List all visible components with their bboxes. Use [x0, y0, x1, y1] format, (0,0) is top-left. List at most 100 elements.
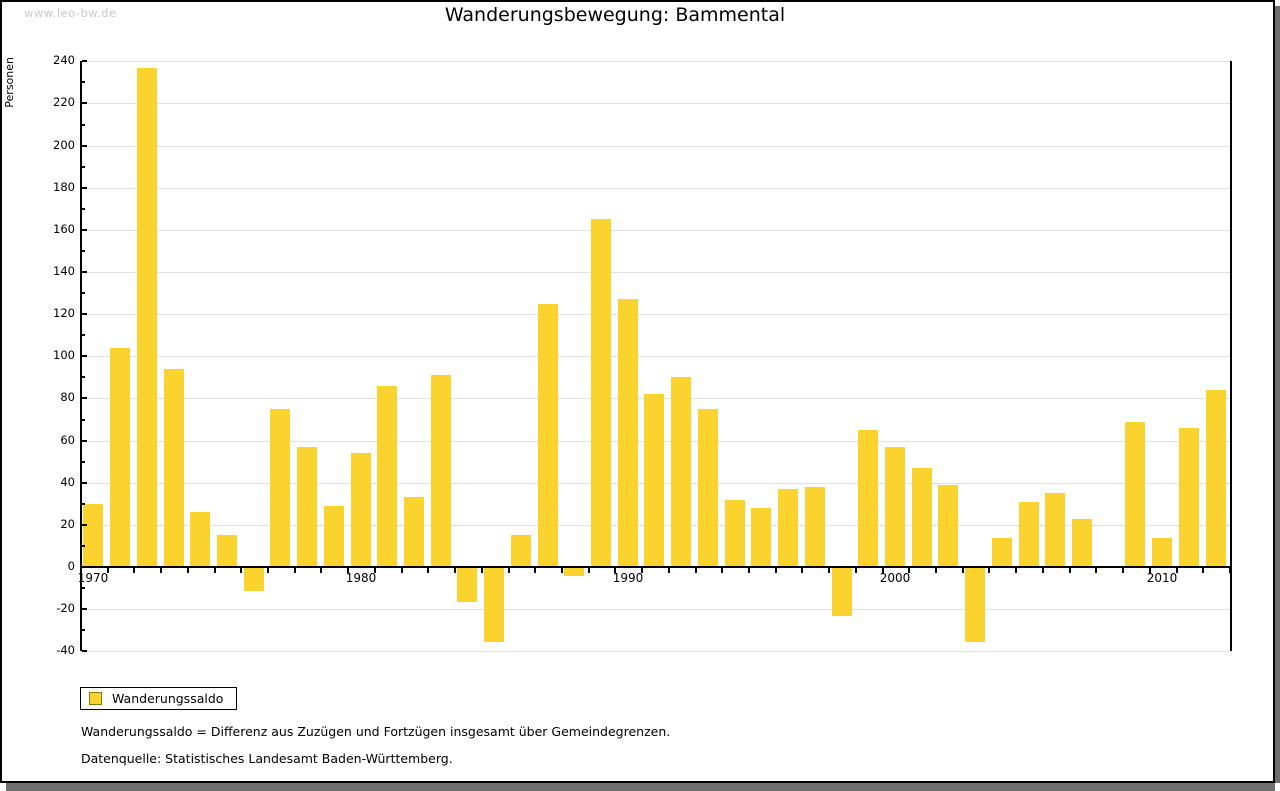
- bar-1995: [751, 508, 771, 567]
- x-tick-10: [347, 568, 349, 573]
- bar-2006: [1045, 493, 1065, 567]
- y-tick-label-180: 180: [53, 180, 75, 194]
- footnote-definition: Wanderungssaldo = Differenz aus Zuzügen …: [81, 724, 671, 739]
- y-tick-110: [82, 334, 85, 336]
- x-tick-41: [1176, 568, 1178, 573]
- gridline-y-160: [82, 230, 1230, 231]
- y-tick-170: [82, 208, 85, 210]
- bar-1977: [270, 409, 290, 567]
- bar-2007: [1072, 519, 1092, 567]
- bar-1975: [217, 535, 237, 567]
- x-tick-25: [748, 568, 750, 573]
- bar-2009: [1125, 422, 1145, 567]
- x-tick-label-1970: 1970: [77, 571, 109, 585]
- x-tick-1: [107, 568, 109, 573]
- gridline-y-180: [82, 188, 1230, 189]
- bar-1998: [832, 568, 852, 616]
- x-tick-4: [187, 568, 189, 573]
- bar-1973: [164, 369, 184, 567]
- y-axis-line: [80, 61, 82, 651]
- y-tick-label-80: 80: [60, 390, 75, 404]
- x-tick-5: [214, 568, 216, 573]
- x-tick-16: [508, 568, 510, 573]
- bar-1985: [484, 568, 504, 642]
- x-tick-30: [882, 568, 884, 573]
- x-tick-35: [1015, 568, 1017, 573]
- watermark: www.leo-bw.de: [24, 6, 117, 20]
- x-tick-label-2000: 2000: [879, 571, 911, 585]
- gridline-y-240: [82, 61, 1230, 62]
- y-tick-label-140: 140: [53, 264, 75, 278]
- x-tick-3: [160, 568, 162, 573]
- bar-1981: [377, 386, 397, 567]
- bar-1984: [457, 568, 477, 602]
- bar-1974: [190, 512, 210, 567]
- y-tick-200: [82, 145, 87, 147]
- bar-1972: [137, 68, 157, 567]
- y-tick-label-220: 220: [53, 95, 75, 109]
- x-tick-18: [561, 568, 563, 573]
- y-tick-60: [82, 440, 87, 442]
- x-tick-40: [1149, 568, 1151, 573]
- y-tick-10: [82, 545, 85, 547]
- y-tick-210: [82, 124, 85, 126]
- y-tick-label-60: 60: [60, 433, 75, 447]
- x-tick-19: [588, 568, 590, 573]
- y-tick-label-0: 0: [67, 559, 75, 573]
- y-tick-label-120: 120: [53, 306, 75, 320]
- x-tick-28: [828, 568, 830, 573]
- y-tick--10: [82, 587, 85, 589]
- gridline-y--20: [82, 609, 1230, 610]
- y-tick-label-160: 160: [53, 222, 75, 236]
- x-tick-15: [481, 568, 483, 573]
- x-tick-11: [374, 568, 376, 573]
- x-tick-34: [988, 568, 990, 573]
- y-tick-220: [82, 102, 87, 104]
- x-tick-14: [454, 568, 456, 573]
- plot-right-border: [1230, 61, 1232, 651]
- x-tick-17: [534, 568, 536, 573]
- gridline-y-200: [82, 146, 1230, 147]
- x-axis-line: [80, 566, 1232, 568]
- bar-2011: [1179, 428, 1199, 567]
- bar-2010: [1152, 538, 1172, 567]
- y-tick-230: [82, 81, 85, 83]
- gridline-y--40: [82, 651, 1230, 652]
- gridline-y-220: [82, 103, 1230, 104]
- y-tick-50: [82, 461, 85, 463]
- bar-2000: [885, 447, 905, 567]
- y-tick-label-40: 40: [60, 475, 75, 489]
- bar-1991: [644, 394, 664, 567]
- bar-2001: [912, 468, 932, 567]
- y-tick-20: [82, 524, 87, 526]
- x-tick-33: [962, 568, 964, 573]
- y-tick-label-240: 240: [53, 53, 75, 67]
- bar-1970: [83, 504, 103, 567]
- x-tick-label-1980: 1980: [345, 571, 377, 585]
- chart-title: Wanderungsbewegung: Bammental: [444, 4, 786, 26]
- bar-1982: [404, 497, 424, 567]
- x-tick-42: [1202, 568, 1204, 573]
- bar-1990: [618, 299, 638, 567]
- x-tick-43: [1229, 568, 1231, 573]
- legend-label: Wanderungssaldo: [112, 691, 224, 706]
- bar-1989: [591, 219, 611, 567]
- x-tick-32: [935, 568, 937, 573]
- bar-1986: [511, 535, 531, 567]
- y-tick-label-100: 100: [53, 348, 75, 362]
- x-tick-label-2010: 2010: [1146, 571, 1178, 585]
- bar-1983: [431, 375, 451, 567]
- x-tick-0: [80, 568, 82, 573]
- window-shadow-right: [1275, 6, 1280, 783]
- bar-1980: [351, 453, 371, 567]
- x-tick-2: [133, 568, 135, 573]
- bar-1978: [297, 447, 317, 567]
- y-tick-140: [82, 271, 87, 273]
- x-tick-22: [668, 568, 670, 573]
- bar-2002: [938, 485, 958, 567]
- y-tick-label--40: -40: [56, 643, 75, 657]
- x-tick-12: [401, 568, 403, 573]
- bar-1993: [698, 409, 718, 567]
- bar-2005: [1019, 502, 1039, 567]
